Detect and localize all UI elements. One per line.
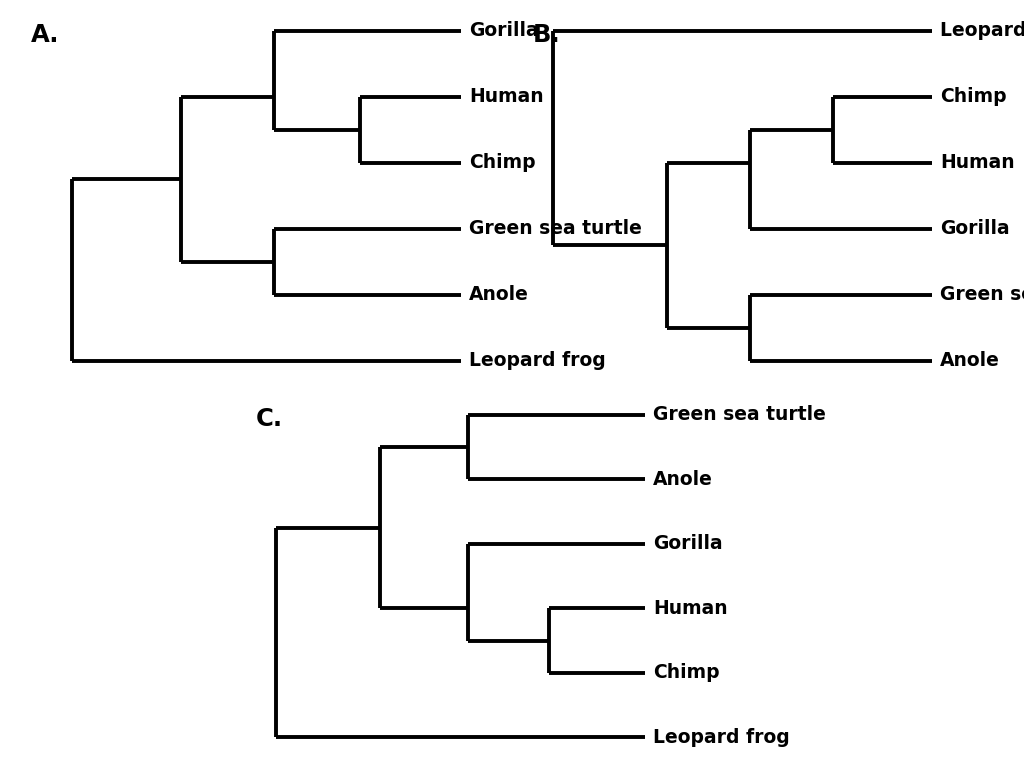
Text: Human: Human bbox=[940, 154, 1015, 172]
Text: Human: Human bbox=[653, 599, 728, 617]
Text: Gorilla: Gorilla bbox=[940, 220, 1010, 238]
Text: Anole: Anole bbox=[940, 352, 999, 370]
Text: Green sea turtle: Green sea turtle bbox=[469, 220, 642, 238]
Text: B.: B. bbox=[532, 23, 560, 47]
Text: C.: C. bbox=[256, 407, 283, 431]
Text: Anole: Anole bbox=[653, 470, 713, 488]
Text: A.: A. bbox=[31, 23, 59, 47]
Text: Leopard frog: Leopard frog bbox=[940, 22, 1024, 40]
Text: Human: Human bbox=[469, 88, 544, 106]
Text: Leopard frog: Leopard frog bbox=[469, 352, 606, 370]
Text: Chimp: Chimp bbox=[940, 88, 1007, 106]
Text: Chimp: Chimp bbox=[469, 154, 536, 172]
Text: Chimp: Chimp bbox=[653, 664, 720, 682]
Text: Green sea turtle: Green sea turtle bbox=[940, 286, 1024, 304]
Text: Gorilla: Gorilla bbox=[653, 535, 723, 553]
Text: Gorilla: Gorilla bbox=[469, 22, 539, 40]
Text: Anole: Anole bbox=[469, 286, 528, 304]
Text: Green sea turtle: Green sea turtle bbox=[653, 406, 826, 424]
Text: Leopard frog: Leopard frog bbox=[653, 728, 791, 746]
